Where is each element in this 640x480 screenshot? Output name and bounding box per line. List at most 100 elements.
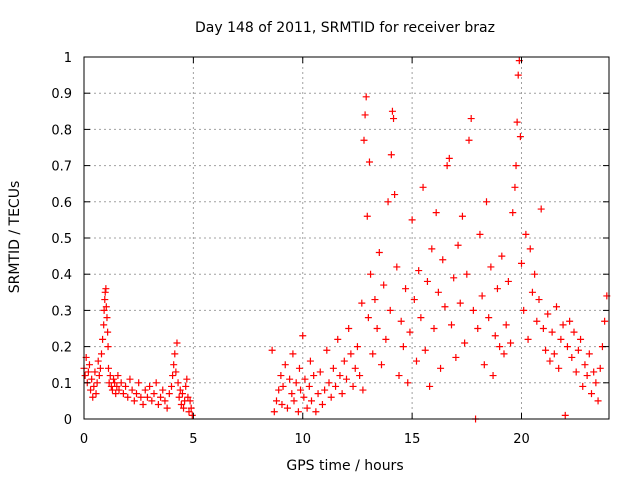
data-point — [533, 317, 541, 325]
data-point — [361, 111, 369, 119]
y-tick-label: 0.4 — [51, 268, 72, 283]
data-point — [124, 393, 132, 401]
data-point — [480, 361, 488, 369]
data-point — [393, 263, 401, 271]
data-point — [111, 379, 119, 387]
data-point — [574, 346, 582, 354]
data-point — [570, 328, 578, 336]
data-point — [316, 368, 324, 376]
data-point — [378, 361, 385, 369]
data-point — [321, 386, 329, 394]
data-point — [103, 314, 111, 322]
data-point — [102, 285, 110, 293]
data-point — [294, 408, 302, 416]
data-point — [557, 335, 565, 343]
data-point — [463, 270, 471, 278]
data-point — [300, 393, 308, 401]
data-point — [94, 357, 102, 365]
data-point — [596, 364, 604, 372]
data-point — [514, 71, 522, 79]
y-tick-label: 0.1 — [51, 377, 72, 392]
data-point — [452, 353, 460, 361]
data-point — [590, 368, 598, 376]
data-point — [531, 270, 539, 278]
data-point — [430, 325, 438, 332]
data-point — [526, 245, 534, 253]
data-point — [165, 390, 173, 398]
data-point — [176, 386, 184, 394]
data-point — [402, 285, 410, 293]
data-point — [365, 158, 373, 166]
data-point — [539, 325, 547, 332]
data-point — [491, 332, 499, 340]
data-point — [601, 317, 609, 325]
data-point — [275, 386, 283, 394]
data-point — [467, 115, 475, 123]
data-point — [180, 404, 188, 412]
data-point — [137, 393, 145, 401]
data-point — [89, 393, 97, 401]
data-point — [448, 321, 455, 329]
data-point — [98, 350, 105, 358]
data-point — [139, 401, 147, 409]
data-point — [175, 393, 183, 401]
data-point — [340, 357, 348, 365]
data-point — [273, 397, 280, 405]
data-point — [359, 386, 367, 394]
data-point — [397, 317, 405, 325]
y-tick-label: 0.2 — [51, 341, 72, 356]
data-point — [382, 335, 390, 343]
data-point — [108, 386, 116, 394]
data-point — [489, 372, 497, 380]
data-point — [303, 404, 311, 412]
data-point — [363, 212, 371, 220]
data-point — [500, 350, 508, 358]
data-point — [375, 248, 383, 256]
data-point — [279, 382, 287, 390]
data-point — [386, 306, 394, 314]
chart-title: Day 148 of 2011, SRMTID for receiver bra… — [195, 20, 495, 36]
data-point — [548, 328, 556, 336]
data-point — [150, 390, 158, 398]
data-point — [555, 364, 563, 372]
data-point — [504, 277, 512, 285]
data-point — [502, 321, 510, 329]
data-point — [458, 212, 466, 220]
data-point — [299, 332, 307, 340]
data-point — [288, 390, 296, 398]
data-point — [450, 274, 458, 282]
data-point — [334, 335, 342, 343]
data-point — [104, 328, 112, 336]
data-point — [469, 306, 477, 314]
data-point — [327, 393, 335, 401]
data-point — [154, 401, 162, 409]
x-tick-label: 10 — [294, 432, 311, 447]
data-point — [367, 270, 375, 278]
data-point — [461, 339, 469, 347]
data-point — [105, 364, 112, 372]
data-point — [417, 314, 425, 322]
data-point — [388, 107, 396, 115]
data-point — [592, 379, 600, 387]
data-point — [159, 386, 167, 394]
data-point — [174, 379, 182, 387]
data-point — [373, 325, 381, 332]
data-point — [395, 372, 403, 380]
data-point — [117, 379, 125, 387]
x-axis-label: GPS time / hours — [286, 458, 403, 474]
data-point — [161, 397, 169, 405]
data-point — [535, 296, 543, 304]
data-point — [384, 198, 392, 206]
data-point — [277, 372, 285, 380]
data-point — [113, 382, 121, 390]
data-point — [177, 401, 185, 409]
data-point — [518, 259, 525, 267]
data-point — [476, 230, 484, 238]
data-point — [173, 339, 181, 347]
data-point — [115, 386, 123, 394]
data-point — [305, 382, 313, 390]
data-point — [413, 357, 420, 365]
data-point — [92, 390, 100, 398]
data-point — [183, 375, 191, 383]
data-point — [157, 393, 165, 401]
